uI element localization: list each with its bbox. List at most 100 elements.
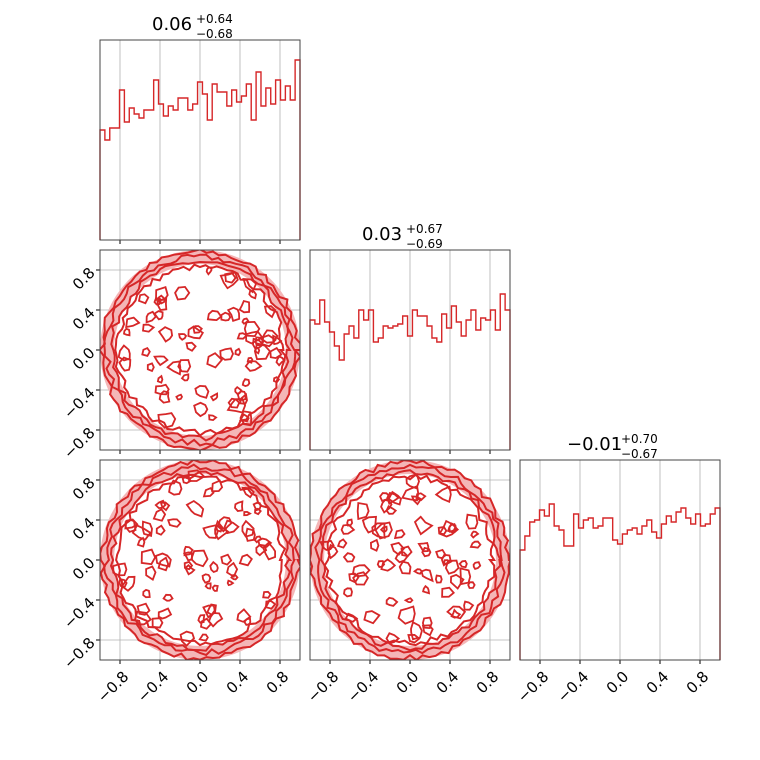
contour-blob — [180, 373, 190, 382]
contour-blob — [344, 612, 359, 623]
contour-blob — [178, 333, 188, 341]
contour-blob — [238, 299, 251, 314]
contour-blob — [405, 473, 420, 490]
contour-blob — [407, 633, 421, 644]
contour-blob — [245, 527, 256, 542]
y-tick-label: 0.4 — [69, 514, 99, 544]
contour-blob — [254, 507, 262, 516]
contour-blob — [417, 542, 430, 553]
contour-blob — [342, 552, 356, 563]
contour-blob — [227, 397, 241, 409]
contour-blob — [379, 492, 391, 503]
contour-blob — [260, 329, 279, 344]
contour-blob — [141, 346, 151, 357]
contour-blob — [241, 317, 250, 325]
contour-blob — [380, 558, 397, 572]
contour-blob — [244, 360, 263, 372]
contour-blob — [469, 540, 482, 549]
contour-blob — [153, 297, 162, 306]
contour-blob — [385, 505, 398, 515]
param-title-2: −0.01+0.70 −0.67 — [567, 432, 658, 461]
contour-blob — [166, 360, 182, 376]
contour-blob — [118, 578, 128, 589]
y-tick-label: −0.4 — [60, 384, 98, 422]
contour-blob — [459, 567, 472, 586]
contour-blob — [241, 378, 251, 388]
contour-blob — [230, 574, 239, 581]
contour-ring — [320, 469, 503, 652]
panel-1-1 — [329, 250, 491, 454]
contour-blob — [131, 524, 152, 541]
contour-blob — [159, 501, 171, 512]
contour-blob — [151, 617, 164, 629]
panel-frame-2-1 — [309, 459, 511, 661]
contour-blob — [145, 565, 157, 581]
contour-blob — [269, 346, 283, 360]
contour-blob — [152, 508, 167, 522]
param-value: 0.06 — [152, 14, 192, 35]
contour-blob — [361, 515, 377, 534]
param-title-0: 0.06 +0.64 −0.68 — [152, 12, 233, 41]
contour-blob — [398, 560, 412, 575]
contour-blob — [386, 491, 400, 506]
param-value: 0.03 — [362, 224, 402, 245]
histogram-series-1 — [309, 293, 511, 450]
contour-blob — [214, 519, 230, 541]
y-tick-label: 0.4 — [69, 304, 99, 334]
contour-blob — [236, 332, 249, 340]
disk-interior — [114, 474, 286, 646]
contour-blob — [463, 600, 475, 611]
x-tick-label: −0.4 — [344, 668, 382, 706]
contour-blob — [401, 484, 420, 502]
contour-blob — [123, 327, 131, 337]
contour-blob — [197, 614, 206, 624]
param-minus-error: −0.67 — [621, 447, 658, 461]
contour-blob — [415, 492, 427, 502]
contour-blob — [202, 524, 219, 539]
contour-blob — [185, 499, 205, 518]
panel-frame-2-0 — [99, 459, 301, 661]
contour-blob — [238, 413, 250, 423]
histogram-panel-2: −0.01+0.70 −0.67 — [519, 432, 721, 660]
contour-blob — [351, 564, 371, 578]
contour-blob — [226, 579, 235, 587]
contour-blob — [472, 561, 482, 570]
contour-blob — [202, 486, 215, 498]
contour-blob — [224, 271, 237, 284]
contour-blob — [387, 490, 402, 506]
contour-blob — [156, 374, 164, 384]
x-tick-label: 0.8 — [683, 668, 713, 698]
contour-ring — [109, 470, 293, 652]
contour-blob — [236, 390, 247, 402]
contour-blob — [238, 392, 248, 405]
contour-blob — [158, 390, 171, 404]
contour-blob — [157, 326, 174, 343]
contour-blob — [263, 305, 277, 319]
contour-blob — [153, 355, 169, 367]
x-tick-label: −0.8 — [94, 668, 132, 706]
y-tick-label: 0.0 — [69, 554, 99, 584]
contour-blob — [183, 560, 194, 571]
contour-blob — [257, 537, 273, 549]
contour-blob — [238, 553, 253, 567]
contour-blob — [198, 633, 209, 642]
contour-blob — [211, 584, 219, 592]
contour-blob — [154, 383, 170, 396]
contour-blob — [379, 525, 388, 533]
contour-blob — [343, 587, 353, 598]
contour-blob — [206, 603, 217, 616]
contour-blob — [182, 551, 193, 562]
contour-blob — [393, 529, 406, 540]
contour-blob — [153, 310, 164, 321]
x-tick-label: 0.0 — [393, 668, 423, 698]
histogram-series-0 — [99, 59, 301, 240]
contour-blob — [137, 293, 150, 305]
x-tick-label: −0.8 — [514, 668, 552, 706]
contour-blob — [234, 347, 242, 357]
contour-blob — [438, 519, 460, 538]
contour-ring — [103, 253, 297, 447]
contour-blob — [241, 519, 255, 538]
contour-blob — [410, 620, 423, 641]
y-tick-label: −0.8 — [60, 424, 98, 462]
